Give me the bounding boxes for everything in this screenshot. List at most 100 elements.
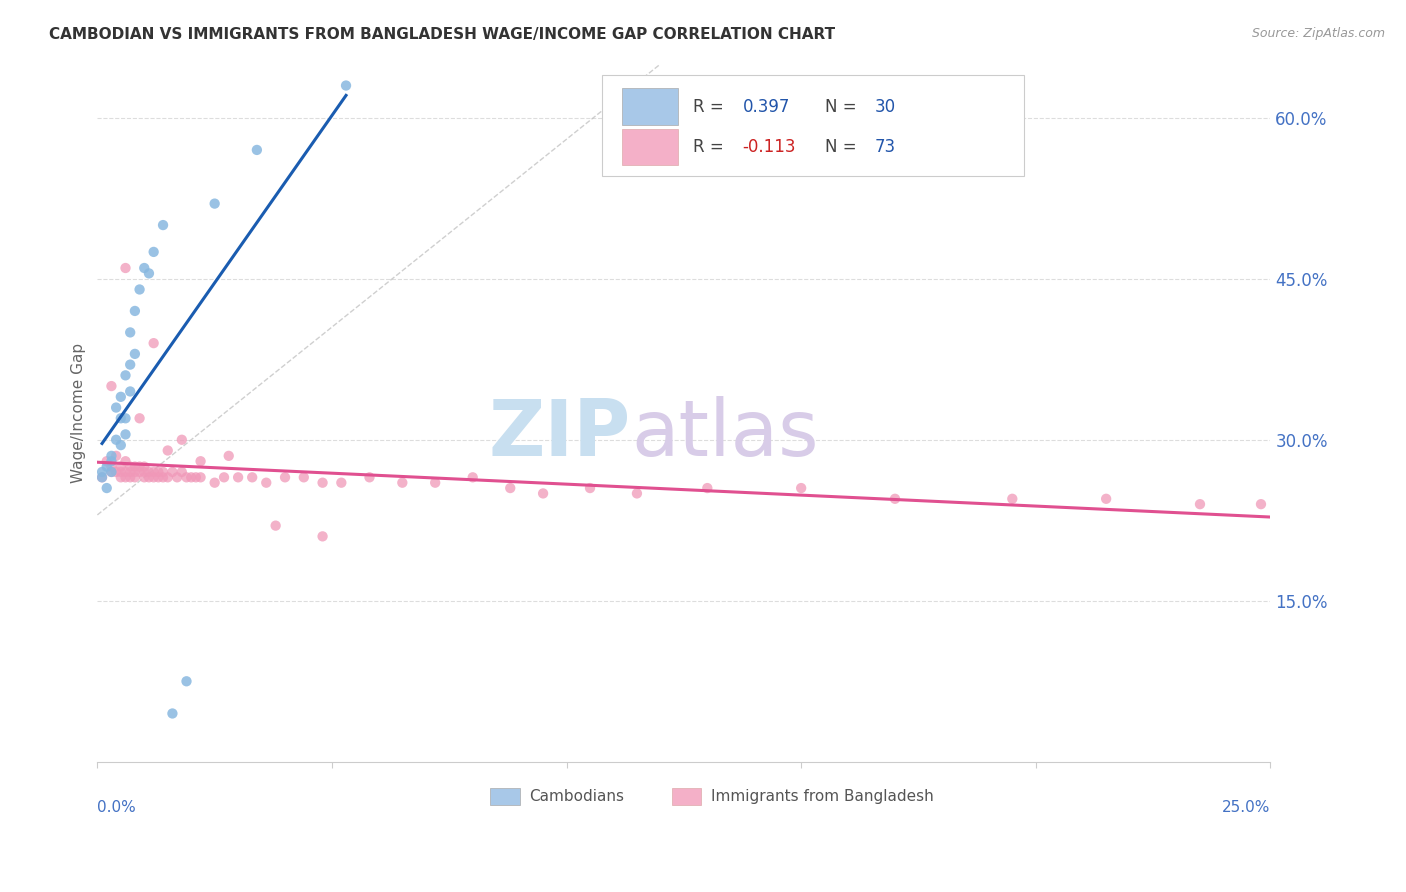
- Point: [100, 449, 122, 463]
- Point: [91, 465, 114, 479]
- Point: [218, 449, 240, 463]
- Point: [114, 470, 136, 484]
- Text: 0.397: 0.397: [742, 97, 790, 116]
- Point: [391, 475, 413, 490]
- Point: [1188, 497, 1211, 511]
- Point: [170, 433, 193, 447]
- Text: 25.0%: 25.0%: [1222, 800, 1271, 815]
- Text: N =: N =: [825, 97, 862, 116]
- Point: [110, 438, 132, 452]
- Point: [110, 459, 132, 474]
- Point: [110, 390, 132, 404]
- Point: [152, 465, 174, 479]
- Text: 30: 30: [875, 97, 896, 116]
- Point: [96, 481, 118, 495]
- Point: [148, 470, 170, 484]
- Point: [134, 459, 156, 474]
- Point: [110, 470, 132, 484]
- Point: [180, 470, 202, 484]
- Point: [138, 266, 160, 280]
- Point: [120, 465, 142, 479]
- Point: [134, 260, 156, 275]
- Point: [142, 470, 165, 484]
- Point: [254, 475, 277, 490]
- Point: [96, 454, 118, 468]
- Point: [156, 443, 179, 458]
- Point: [240, 470, 263, 484]
- Point: [120, 326, 142, 340]
- Point: [114, 454, 136, 468]
- Point: [142, 336, 165, 351]
- Point: [114, 260, 136, 275]
- FancyBboxPatch shape: [602, 75, 1024, 176]
- Point: [148, 465, 170, 479]
- Point: [114, 427, 136, 442]
- Point: [531, 486, 554, 500]
- Point: [96, 459, 118, 474]
- Point: [176, 470, 198, 484]
- Point: [499, 481, 522, 495]
- Point: [100, 459, 122, 474]
- Point: [120, 384, 142, 399]
- Text: Immigrants from Bangladesh: Immigrants from Bangladesh: [711, 789, 934, 805]
- Point: [212, 470, 235, 484]
- Point: [128, 283, 150, 297]
- Text: ZIP: ZIP: [489, 396, 631, 472]
- Point: [120, 459, 142, 474]
- Y-axis label: Wage/Income Gap: Wage/Income Gap: [72, 343, 86, 483]
- Point: [152, 218, 174, 232]
- Point: [105, 465, 128, 479]
- Point: [1095, 491, 1118, 506]
- Point: [330, 475, 353, 490]
- Text: Source: ZipAtlas.com: Source: ZipAtlas.com: [1251, 27, 1385, 40]
- Point: [461, 470, 484, 484]
- Point: [91, 470, 114, 484]
- Text: R =: R =: [693, 97, 730, 116]
- Point: [100, 379, 122, 393]
- Point: [128, 459, 150, 474]
- Point: [184, 470, 207, 484]
- Point: [274, 470, 297, 484]
- FancyBboxPatch shape: [491, 788, 520, 805]
- Text: atlas: atlas: [631, 396, 818, 472]
- Point: [579, 481, 602, 495]
- FancyBboxPatch shape: [621, 88, 678, 125]
- Point: [884, 491, 907, 506]
- Point: [128, 411, 150, 425]
- Point: [138, 465, 160, 479]
- Point: [176, 674, 198, 689]
- Point: [114, 368, 136, 383]
- Point: [142, 244, 165, 259]
- Text: 73: 73: [875, 138, 896, 156]
- Point: [134, 470, 156, 484]
- Point: [292, 470, 315, 484]
- Point: [124, 304, 146, 318]
- Point: [204, 196, 226, 211]
- Point: [124, 465, 146, 479]
- Point: [91, 470, 114, 484]
- Point: [110, 465, 132, 479]
- Point: [114, 465, 136, 479]
- Point: [359, 470, 381, 484]
- Text: Cambodians: Cambodians: [529, 789, 624, 805]
- Point: [790, 481, 813, 495]
- Point: [246, 143, 269, 157]
- Point: [166, 470, 188, 484]
- Point: [1001, 491, 1024, 506]
- Point: [134, 465, 156, 479]
- Point: [190, 470, 212, 484]
- Text: CAMBODIAN VS IMMIGRANTS FROM BANGLADESH WAGE/INCOME GAP CORRELATION CHART: CAMBODIAN VS IMMIGRANTS FROM BANGLADESH …: [49, 27, 835, 42]
- Text: 0.0%: 0.0%: [97, 800, 136, 815]
- Point: [124, 470, 146, 484]
- Point: [114, 411, 136, 425]
- Point: [1250, 497, 1272, 511]
- Point: [124, 347, 146, 361]
- Point: [105, 401, 128, 415]
- Point: [100, 465, 122, 479]
- Point: [425, 475, 447, 490]
- Point: [335, 78, 357, 93]
- Point: [156, 470, 179, 484]
- FancyBboxPatch shape: [621, 129, 678, 165]
- Point: [311, 529, 333, 543]
- Point: [696, 481, 718, 495]
